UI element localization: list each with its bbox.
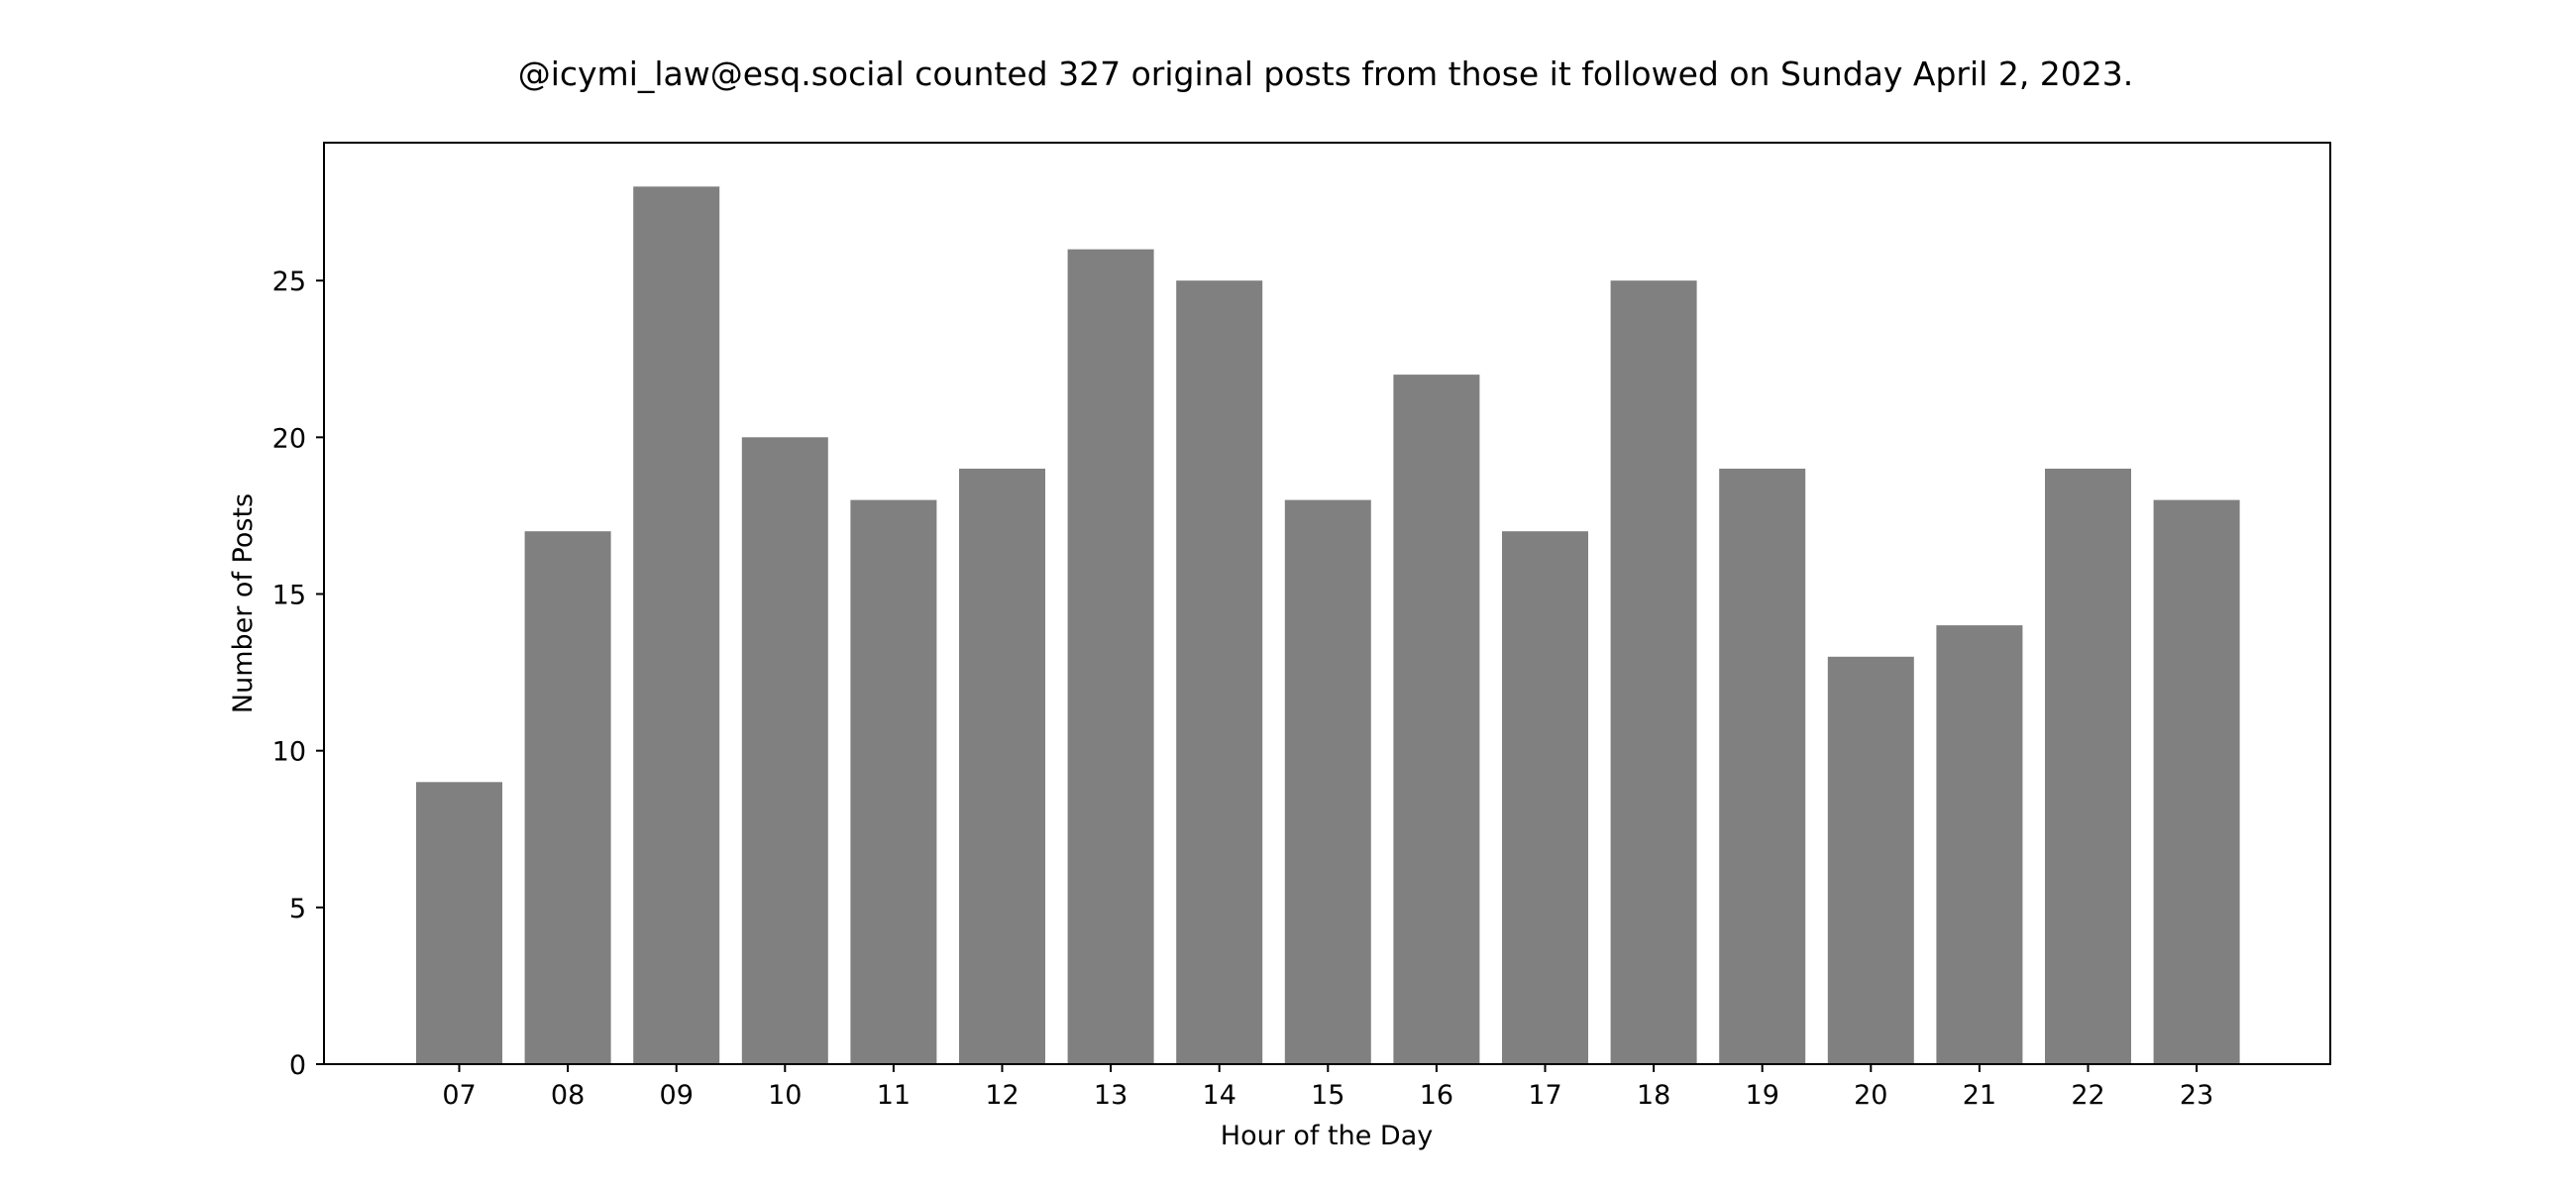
y-tick-label-20: 20 [272,423,306,454]
x-tick-label-09: 09 [660,1080,694,1111]
bar-08 [524,531,611,1064]
bar-14 [1176,280,1263,1064]
plot-frame [323,142,2331,1065]
x-tick-label-21: 21 [1963,1080,1996,1111]
bar-07 [416,782,502,1064]
bar-17 [1502,531,1588,1064]
x-tick-label-16: 16 [1420,1080,1453,1111]
bar-22 [2045,469,2131,1064]
bar-23 [2153,499,2240,1065]
y-tick-label-10: 10 [272,737,306,768]
bars-group [416,186,2240,1065]
x-tick-label-18: 18 [1637,1080,1670,1111]
bar-09 [633,186,720,1065]
x-tick-label-13: 13 [1094,1080,1127,1111]
x-tick-label-19: 19 [1746,1080,1779,1111]
bar-21 [1936,625,2023,1064]
y-tick-label-0: 0 [289,1050,306,1081]
x-tick-label-20: 20 [1854,1080,1887,1111]
y-tick-label-5: 5 [289,894,306,924]
x-tick-label-22: 22 [2071,1080,2104,1111]
chart-title: @icymi_law@esq.social counted 327 origin… [518,54,2134,93]
x-tick-label-10: 10 [768,1080,802,1111]
bar-19 [1719,469,1806,1064]
bar-13 [1067,249,1154,1065]
bar-15 [1284,499,1371,1065]
y-tick-label-15: 15 [272,581,306,611]
bar-12 [959,469,1045,1064]
x-tick-label-17: 17 [1528,1080,1561,1111]
x-tick-label-23: 23 [2180,1080,2213,1111]
x-tick-label-12: 12 [985,1080,1019,1111]
x-tick-label-15: 15 [1311,1080,1344,1111]
x-tick-label-08: 08 [551,1080,585,1111]
x-tick-label-07: 07 [442,1080,476,1111]
x-axis-label: Hour of the Day [1221,1121,1433,1151]
bar-10 [741,437,828,1064]
bar-18 [1610,280,1697,1064]
x-tick-label-11: 11 [877,1080,911,1111]
x-axis-ticks: 07 08 09 10 11 12 13 14 15 16 17 18 19 20 21 22 23 [442,1064,2213,1111]
y-axis-label: Number of Posts [228,493,259,713]
bar-11 [850,499,937,1065]
x-tick-label-14: 14 [1203,1080,1236,1111]
bar-20 [1827,656,1914,1064]
y-axis-ticks: 0 5 10 15 20 25 [272,267,324,1081]
bar-16 [1393,375,1480,1065]
y-tick-label-25: 25 [272,267,306,297]
